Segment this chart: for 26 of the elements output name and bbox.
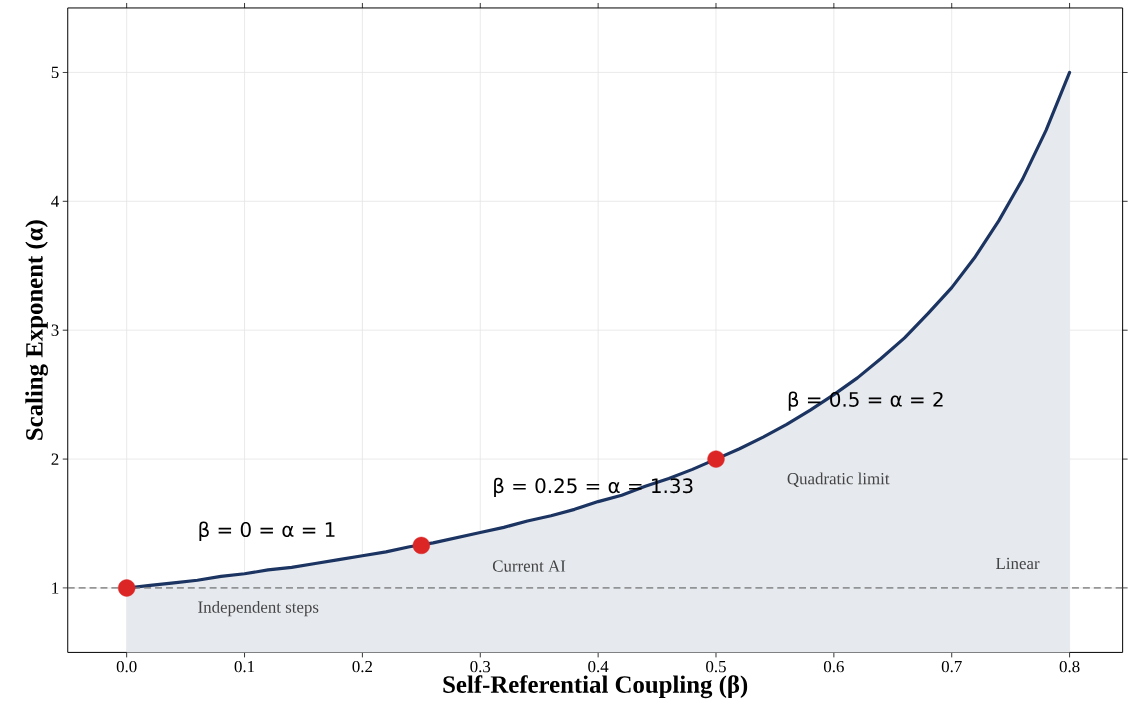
y-tick-label: 2: [51, 453, 59, 465]
x-tick-label: 0.2: [352, 660, 373, 673]
annotation: β = 0.5 = α = 2: [788, 391, 943, 411]
annotation: β = 0.25 = α = 1.33: [494, 477, 693, 498]
x-tick-label: 0.7: [941, 660, 962, 673]
y-axis-title: Scaling Exponent (α): [25, 220, 48, 440]
x-tick-label: 0.5: [706, 660, 726, 673]
x-tick-label: 0.3: [470, 660, 491, 673]
annotation: β = 0 = α = 1: [199, 521, 335, 541]
x-tick-label: 0.1: [234, 660, 255, 673]
annotation: Independent steps: [198, 600, 319, 617]
y-tick-label: 1: [52, 582, 59, 594]
point: [118, 579, 136, 597]
x-tick-label: 0.8: [1059, 660, 1080, 673]
x-tick-label: 0.4: [588, 660, 609, 673]
point: [707, 450, 725, 468]
y-tick-label: 5: [51, 66, 59, 78]
y-tick-label: 4: [51, 195, 59, 207]
annotation: Linear: [996, 557, 1040, 570]
annotation: Quadratic limit: [787, 472, 890, 487]
y-tick-label: 3: [51, 324, 59, 336]
x-tick-label: 0.0: [116, 660, 137, 673]
annotation: Current AI: [492, 560, 566, 572]
point: [412, 536, 430, 555]
x-tick-label: 0.6: [823, 660, 844, 673]
x-axis-title: Self-Referential Coupling (β): [443, 675, 748, 699]
